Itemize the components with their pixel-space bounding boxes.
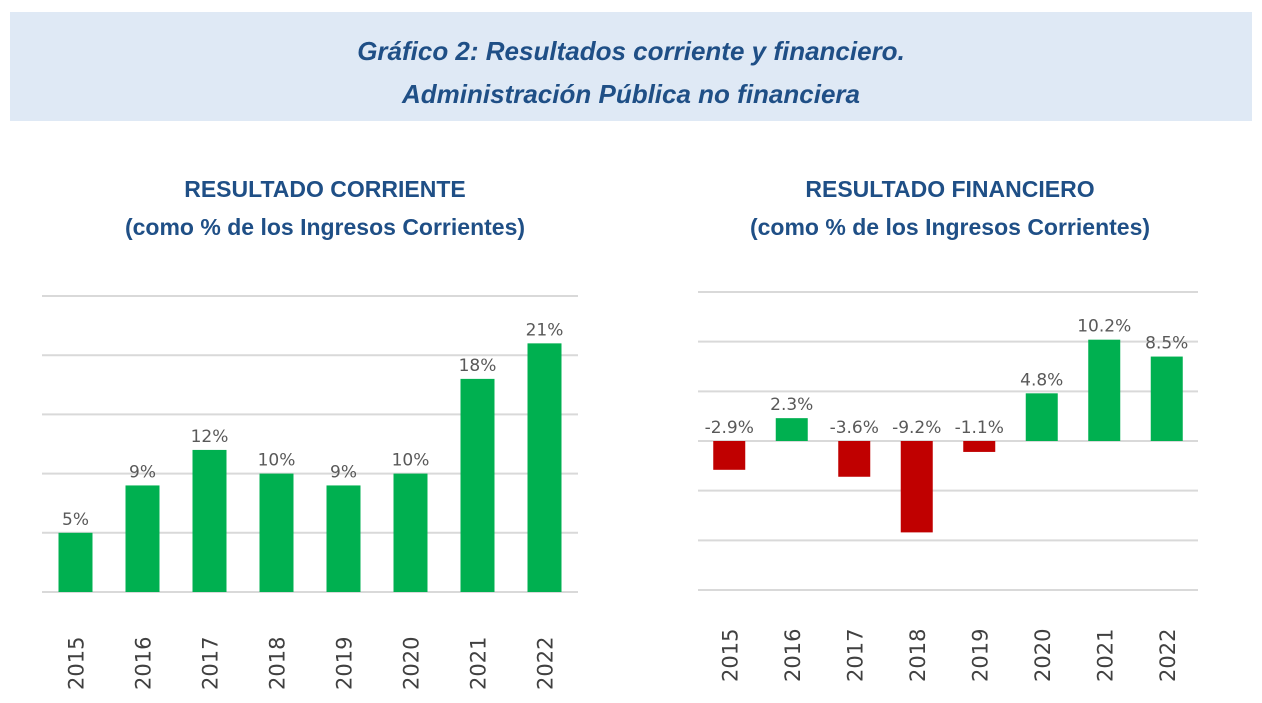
- bar-2022: [527, 343, 562, 592]
- x-tick-2016: 2016: [781, 629, 805, 682]
- data-label-2017: 12%: [191, 427, 229, 447]
- bar-2021: [1088, 339, 1121, 441]
- data-label-2019: 9%: [330, 462, 357, 482]
- data-label-2020: 10%: [392, 451, 430, 471]
- bar-2017: [192, 449, 227, 592]
- x-tick-2016: 2016: [132, 637, 156, 690]
- bar-2015: [713, 441, 746, 470]
- x-tick-2020: 2020: [400, 637, 424, 690]
- x-tick-2021: 2021: [1093, 629, 1117, 682]
- bar-2015: [58, 532, 93, 592]
- x-tick-2015: 2015: [718, 629, 742, 682]
- x-tick-2018: 2018: [266, 637, 290, 690]
- data-label-2017: -3.6%: [830, 418, 879, 438]
- figure-title-line1: Gráfico 2: Resultados corriente y financ…: [357, 36, 905, 66]
- data-label-2022: 8.5%: [1145, 334, 1188, 354]
- x-tick-2017: 2017: [199, 637, 223, 690]
- x-tick-2019: 2019: [968, 629, 992, 682]
- bar-2020: [393, 473, 428, 592]
- data-label-2022: 21%: [526, 320, 564, 340]
- bar-2022: [1150, 356, 1183, 441]
- data-label-2020: 4.8%: [1020, 370, 1063, 390]
- bar-2018: [259, 473, 294, 592]
- data-label-2016: 2.3%: [770, 395, 813, 415]
- data-label-2018: 10%: [258, 451, 296, 471]
- figure-title-banner: Gráfico 2: Resultados corriente y financ…: [10, 12, 1252, 121]
- data-label-2018: -9.2%: [892, 418, 941, 438]
- bar-2018: [900, 441, 933, 533]
- data-label-2015: -2.9%: [705, 418, 754, 438]
- data-label-2015: 5%: [62, 510, 89, 530]
- x-tick-2019: 2019: [333, 637, 357, 690]
- x-tick-2020: 2020: [1031, 629, 1055, 682]
- bar-2016: [775, 418, 808, 441]
- bar-2016: [125, 485, 160, 592]
- bar-2017: [838, 441, 871, 477]
- left-chart-title: RESULTADO CORRIENTE: [184, 176, 466, 202]
- data-label-2019: -1.1%: [955, 418, 1004, 438]
- x-tick-2015: 2015: [65, 637, 89, 690]
- data-label-2021: 10.2%: [1077, 317, 1131, 337]
- bar-2019: [963, 441, 996, 452]
- data-label-2016: 9%: [129, 462, 156, 482]
- right-chart-title: RESULTADO FINANCIERO: [805, 176, 1095, 202]
- x-tick-2018: 2018: [906, 629, 930, 682]
- x-tick-2017: 2017: [843, 629, 867, 682]
- left-chart-subtitle: (como % de los Ingresos Corrientes): [124, 214, 526, 240]
- x-tick-2021: 2021: [467, 637, 491, 690]
- right-chart-subtitle: (como % de los Ingresos Corrientes): [749, 214, 1151, 240]
- left-chart-heading: RESULTADO CORRIENTE (como % de los Ingre…: [40, 170, 610, 246]
- data-label-2021: 18%: [459, 356, 497, 376]
- bar-2021: [460, 378, 495, 592]
- right-chart-heading: RESULTADO FINANCIERO (como % de los Ingr…: [660, 170, 1240, 246]
- x-tick-2022: 2022: [534, 637, 558, 690]
- bar-2020: [1025, 393, 1058, 441]
- bar-2019: [326, 485, 361, 592]
- x-tick-2022: 2022: [1156, 629, 1180, 682]
- figure-title-line2: Administración Pública no financiera: [402, 79, 860, 109]
